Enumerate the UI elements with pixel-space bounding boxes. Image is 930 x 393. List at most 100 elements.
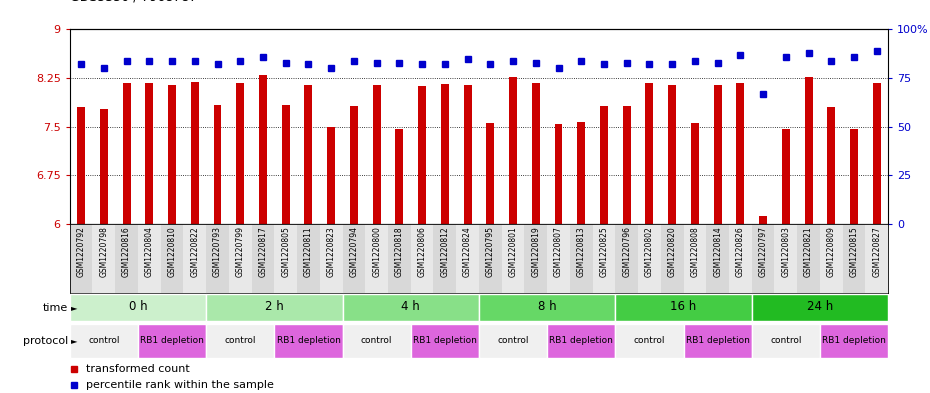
Bar: [616, 294, 751, 321]
Bar: [850, 129, 858, 224]
Bar: [737, 83, 744, 224]
Bar: [616, 224, 638, 293]
Bar: [751, 224, 775, 293]
Bar: [820, 224, 843, 293]
Bar: [661, 224, 684, 293]
Bar: [206, 224, 229, 293]
Bar: [145, 83, 153, 224]
Text: transformed count: transformed count: [86, 364, 190, 374]
Bar: [486, 123, 494, 224]
Text: GSM1220821: GSM1220821: [804, 226, 813, 277]
Bar: [418, 86, 426, 224]
Bar: [297, 224, 320, 293]
Text: GSM1220798: GSM1220798: [100, 226, 109, 277]
Bar: [282, 105, 289, 224]
Text: time: time: [43, 303, 68, 312]
Bar: [236, 83, 245, 224]
Bar: [320, 224, 342, 293]
Text: RB1 depletion: RB1 depletion: [822, 336, 886, 345]
Bar: [191, 82, 199, 224]
Bar: [138, 324, 206, 358]
Text: GDS5350 / 7968787: GDS5350 / 7968787: [70, 0, 197, 4]
Text: GSM1220810: GSM1220810: [167, 226, 177, 277]
Bar: [592, 224, 616, 293]
Text: GSM1220826: GSM1220826: [736, 226, 745, 277]
Text: GSM1220808: GSM1220808: [690, 226, 699, 277]
Text: control: control: [88, 336, 120, 345]
Bar: [759, 216, 767, 224]
Bar: [547, 224, 570, 293]
Text: GSM1220815: GSM1220815: [849, 226, 858, 277]
Bar: [206, 294, 342, 321]
Bar: [161, 224, 183, 293]
Bar: [616, 324, 684, 358]
Bar: [706, 224, 729, 293]
Bar: [168, 84, 176, 224]
Bar: [77, 107, 85, 224]
Bar: [600, 106, 608, 224]
Text: GSM1220802: GSM1220802: [644, 226, 654, 277]
Bar: [668, 84, 676, 224]
Text: GSM1220805: GSM1220805: [281, 226, 290, 277]
Text: 0 h: 0 h: [128, 300, 147, 314]
Text: control: control: [633, 336, 665, 345]
Text: 4 h: 4 h: [402, 300, 420, 314]
Bar: [304, 85, 312, 224]
Text: GSM1220827: GSM1220827: [872, 226, 882, 277]
Text: control: control: [498, 336, 529, 345]
Bar: [457, 224, 479, 293]
Text: GSM1220816: GSM1220816: [122, 226, 131, 277]
Bar: [820, 324, 888, 358]
Bar: [684, 224, 706, 293]
Text: GSM1220804: GSM1220804: [145, 226, 153, 277]
Bar: [395, 129, 404, 224]
Text: 24 h: 24 h: [807, 300, 833, 314]
Bar: [479, 224, 501, 293]
Bar: [441, 84, 449, 224]
Text: GSM1220809: GSM1220809: [827, 226, 836, 277]
Bar: [115, 224, 138, 293]
Text: GSM1220818: GSM1220818: [395, 226, 404, 277]
Text: GSM1220813: GSM1220813: [577, 226, 586, 277]
Bar: [554, 123, 563, 224]
Bar: [183, 224, 206, 293]
Bar: [645, 83, 654, 224]
Text: GSM1220811: GSM1220811: [304, 226, 313, 277]
Bar: [684, 324, 751, 358]
Bar: [373, 85, 380, 224]
Text: GSM1220800: GSM1220800: [372, 226, 381, 277]
Text: GSM1220803: GSM1220803: [781, 226, 790, 277]
Bar: [259, 75, 267, 224]
Bar: [214, 105, 221, 224]
Text: percentile rank within the sample: percentile rank within the sample: [86, 380, 274, 389]
Bar: [138, 224, 161, 293]
Bar: [713, 84, 722, 224]
Bar: [751, 294, 888, 321]
Bar: [638, 224, 661, 293]
Bar: [274, 224, 297, 293]
Text: GSM1220812: GSM1220812: [440, 226, 449, 277]
Text: GSM1220824: GSM1220824: [463, 226, 472, 277]
Bar: [274, 324, 342, 358]
Bar: [525, 224, 547, 293]
Text: GSM1220795: GSM1220795: [485, 226, 495, 277]
Bar: [463, 85, 472, 224]
Bar: [623, 106, 631, 224]
Text: GSM1220794: GSM1220794: [350, 226, 358, 277]
Text: RB1 depletion: RB1 depletion: [413, 336, 477, 345]
Bar: [123, 83, 130, 224]
Bar: [342, 324, 411, 358]
Text: GSM1220793: GSM1220793: [213, 226, 222, 277]
Text: GSM1220792: GSM1220792: [76, 226, 86, 277]
Bar: [509, 77, 517, 224]
Text: RB1 depletion: RB1 depletion: [685, 336, 750, 345]
Text: RB1 depletion: RB1 depletion: [140, 336, 204, 345]
Bar: [342, 224, 365, 293]
Bar: [501, 224, 525, 293]
Bar: [479, 294, 616, 321]
Bar: [570, 224, 592, 293]
Bar: [797, 224, 820, 293]
Bar: [365, 224, 388, 293]
Bar: [206, 324, 274, 358]
Text: GSM1220801: GSM1220801: [509, 226, 518, 277]
